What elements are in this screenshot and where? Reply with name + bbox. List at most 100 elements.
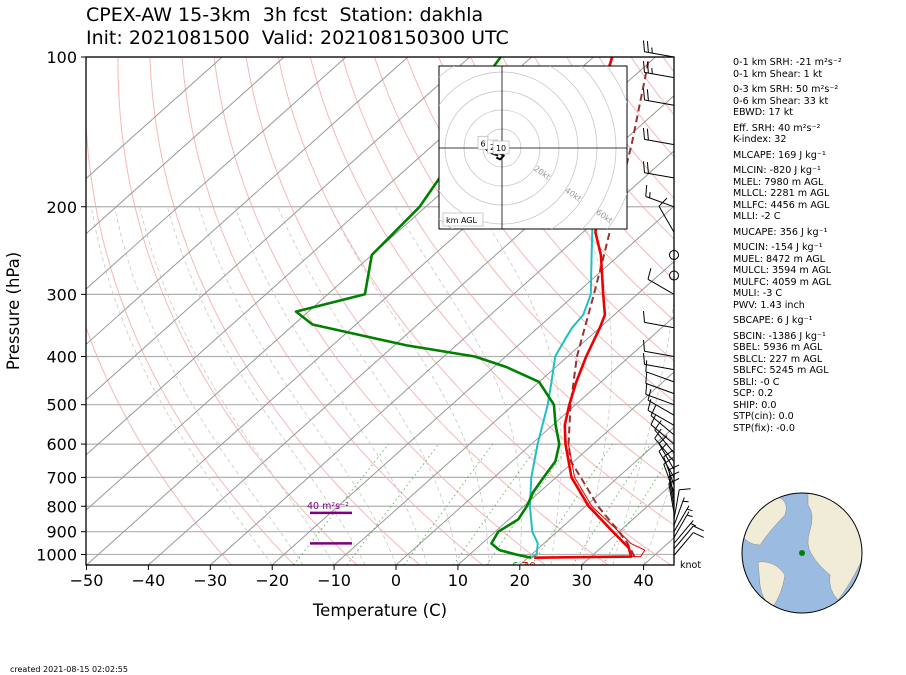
indices-panel: 0-1 km SRH: -21 m²s⁻² 0-1 km Shear: 1 kt 0… bbox=[733, 57, 842, 434]
wind-barb bbox=[673, 511, 693, 538]
chart-subtitle: Init: 2021081500 Valid: 202108150300 UTC bbox=[86, 27, 509, 49]
africa-europe-land bbox=[807, 493, 862, 601]
index-line: 0-1 km Shear: 1 kt bbox=[733, 68, 823, 80]
dry-adiabat bbox=[405, 57, 674, 403]
wind-barb bbox=[643, 88, 675, 106]
dewpoint-trace bbox=[294, 57, 561, 559]
y-tick-label: 600 bbox=[46, 435, 77, 454]
moist-adiabat bbox=[277, 206, 459, 565]
index-line: SBCAPE: 6 J kg⁻¹ bbox=[733, 315, 813, 326]
y-tick-label: 300 bbox=[46, 285, 77, 304]
index-line: SBLCL: 227 m AGL bbox=[733, 353, 823, 365]
dry-adiabat bbox=[438, 57, 674, 362]
isotherm-line bbox=[271, 205, 674, 565]
mixing-ratio-line bbox=[531, 443, 613, 565]
index-line: SHIP: 0.0 bbox=[733, 399, 777, 411]
wind-barb bbox=[673, 532, 704, 556]
index-line: MLLI: -2 C bbox=[733, 211, 781, 222]
hodograph-legend-box bbox=[442, 212, 484, 227]
isotherm-line bbox=[86, 57, 285, 235]
dry-adiabat bbox=[245, 57, 609, 565]
wind-barb bbox=[673, 520, 697, 544]
isotherm-line bbox=[86, 57, 532, 456]
isotherm-line bbox=[519, 426, 674, 565]
isotherm-line bbox=[86, 57, 471, 401]
x-tick-label: 20 bbox=[510, 571, 530, 590]
wind-barb bbox=[643, 352, 675, 371]
wind-barb bbox=[643, 60, 675, 79]
moist-adiabat bbox=[198, 206, 397, 565]
wind-barb bbox=[663, 449, 675, 486]
y-tick-label: 400 bbox=[46, 348, 77, 367]
station-marker bbox=[799, 550, 805, 556]
y-tick-label: 900 bbox=[46, 523, 77, 542]
dry-adiabat bbox=[86, 57, 295, 565]
wind-barb bbox=[645, 360, 675, 383]
x-axis-label: Temperature (C) bbox=[312, 601, 447, 620]
index-line: MLCIN: -820 J kg⁻¹ bbox=[733, 165, 821, 176]
isotherm-line bbox=[457, 371, 674, 565]
index-line: SBCIN: -1386 J kg⁻¹ bbox=[733, 330, 826, 342]
moist-adiabat bbox=[167, 206, 366, 565]
index-line: MUEL: 8472 m AGL bbox=[733, 253, 826, 265]
wind-barb bbox=[673, 505, 693, 532]
dry-adiabat bbox=[86, 325, 232, 565]
index-line: MULI: -3 C bbox=[733, 288, 783, 299]
index-line: MUCIN: -154 J kg⁻¹ bbox=[733, 242, 823, 253]
index-line: MLCAPE: 169 J kg⁻¹ bbox=[733, 149, 826, 161]
wind-barb bbox=[643, 339, 675, 357]
index-line: K-index: 32 bbox=[733, 134, 787, 145]
wind-barb bbox=[643, 161, 675, 179]
wind-barb bbox=[673, 488, 691, 520]
hodograph-legend-label: km AGL bbox=[446, 216, 478, 225]
surface-dewpoint-label: 6.7 bbox=[512, 561, 528, 572]
x-tick-label: −50 bbox=[70, 571, 104, 590]
dry-adiabat bbox=[117, 57, 358, 565]
y-axis-label: Pressure (hPa) bbox=[4, 252, 23, 370]
wind-barb bbox=[643, 310, 675, 329]
x-tick-label: 40 bbox=[633, 571, 653, 590]
chart-title: CPEX-AW 15-3km 3h fcst Station: dakhla bbox=[86, 4, 484, 26]
y-tick-label: 200 bbox=[46, 198, 77, 217]
wind-barb bbox=[647, 268, 675, 295]
globe-outline bbox=[741, 492, 863, 614]
dry-adiabat bbox=[887, 57, 906, 565]
hodograph-frame bbox=[438, 65, 628, 230]
index-line: SBLI: -0 C bbox=[733, 376, 780, 388]
moist-adiabat bbox=[394, 206, 522, 565]
wind-units-label: knot bbox=[680, 560, 702, 571]
mixing-ratio-line bbox=[602, 449, 674, 565]
moist-adiabat bbox=[114, 206, 304, 565]
y-tick-label: 1000 bbox=[36, 545, 77, 564]
wind-barb bbox=[658, 442, 675, 478]
index-line: STP(cin): 0.0 bbox=[733, 411, 794, 422]
index-line: MUCAPE: 356 J kg⁻¹ bbox=[733, 226, 828, 238]
isotherm-line bbox=[86, 57, 409, 346]
index-line: MULCL: 3594 m AGL bbox=[733, 265, 832, 276]
y-tick-label: 100 bbox=[46, 48, 77, 67]
dry-adiabat bbox=[855, 57, 906, 565]
index-line: MLLCL: 2281 m AGL bbox=[733, 188, 830, 199]
index-line: STP(fix): -0.0 bbox=[733, 422, 795, 434]
x-tick-label: −40 bbox=[132, 571, 166, 590]
dry-adiabat bbox=[341, 57, 674, 485]
index-line: 0-3 km SRH: 50 m²s⁻² bbox=[733, 84, 839, 95]
surface-temperature-label: 20 bbox=[523, 561, 536, 572]
isotherm-line bbox=[86, 57, 347, 290]
moist-adiabat bbox=[139, 206, 335, 565]
index-line: MLEL: 7980 m AGL bbox=[733, 176, 824, 188]
wind-barb bbox=[658, 197, 675, 233]
wind-barb bbox=[673, 525, 704, 550]
wind-barb bbox=[650, 404, 675, 436]
south-america-land bbox=[757, 561, 786, 609]
x-tick-label: −30 bbox=[193, 571, 227, 590]
hodograph-height-label: 6 bbox=[480, 139, 485, 148]
calm-wind-circle bbox=[669, 249, 679, 260]
wind-barb bbox=[645, 185, 675, 208]
index-line: 0-6 km Shear: 33 kt bbox=[733, 95, 829, 107]
dry-adiabat bbox=[181, 57, 483, 565]
plot-frame bbox=[85, 56, 675, 566]
calm-wind-circle bbox=[669, 270, 679, 281]
mixing-ratio-line bbox=[452, 443, 540, 565]
